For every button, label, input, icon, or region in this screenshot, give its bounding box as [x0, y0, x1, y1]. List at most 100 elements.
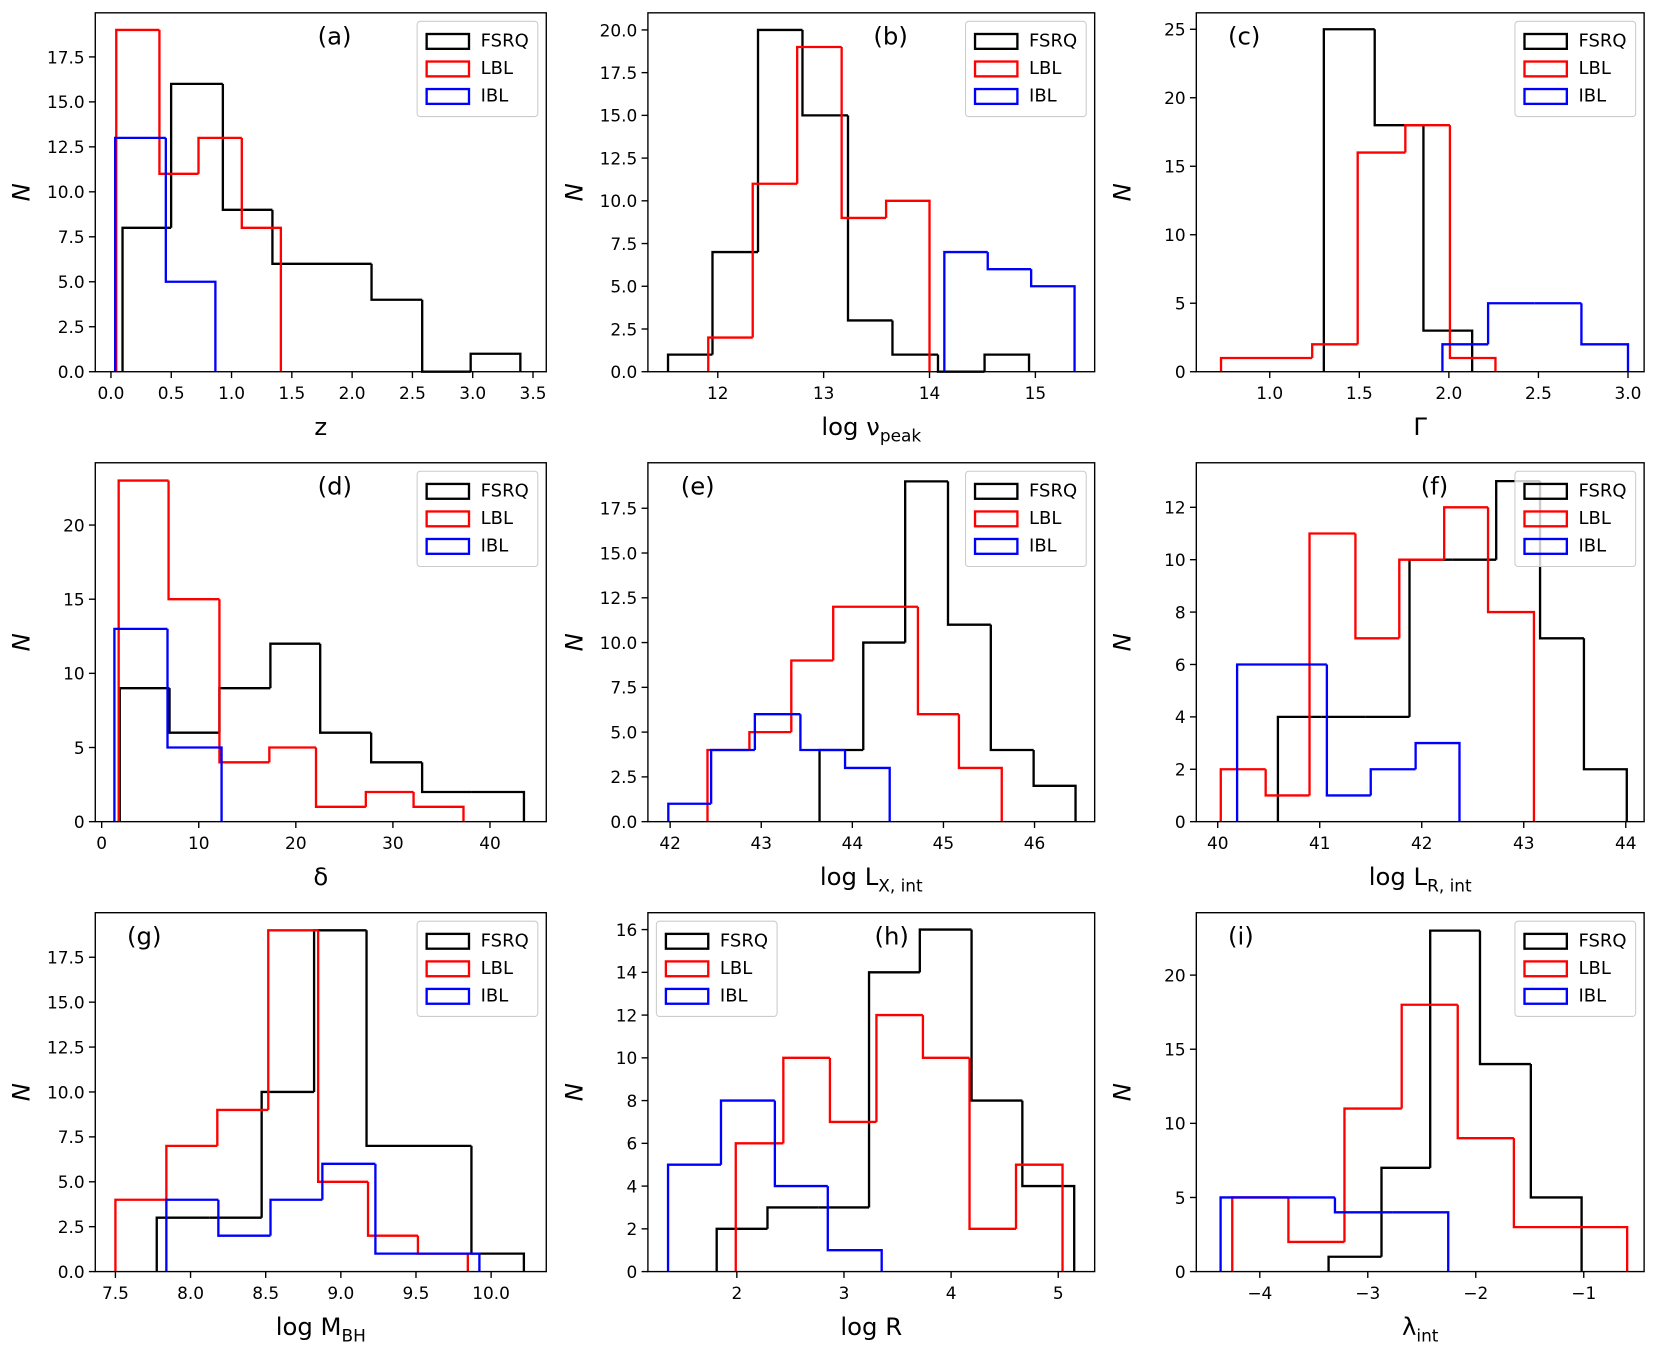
x-tick-label: 1.5 [278, 383, 305, 403]
histogram-step [1021, 1100, 1076, 1272]
y-axis-label: N [559, 1083, 588, 1101]
y-tick-label: 5 [1175, 1188, 1186, 1208]
x-tick-label: 5 [1053, 1283, 1064, 1303]
histogram-step [1373, 29, 1424, 127]
y-tick-label: 12.5 [600, 148, 638, 168]
y-tick-label: 2 [627, 1219, 638, 1239]
y-tick-label: 7.5 [58, 227, 85, 247]
x-tick-label: 3.5 [520, 383, 547, 403]
histogram-step [269, 642, 321, 689]
legend-label: IBL [481, 535, 509, 556]
x-tick-label: 0.5 [158, 383, 185, 403]
x-tick-label: 40 [479, 833, 501, 853]
histogram-step [1264, 769, 1310, 797]
x-tick-label: 8.0 [177, 1283, 204, 1303]
histogram-step [875, 1013, 923, 1122]
x-tick-label: 2.5 [1525, 383, 1552, 403]
histogram-step [706, 748, 750, 822]
histogram-step [1441, 343, 1489, 372]
histogram-step [365, 930, 419, 1148]
histogram-step [1322, 28, 1375, 372]
legend-swatch [664, 932, 710, 950]
legend-label: LBL [720, 958, 752, 979]
legend-label: IBL [1578, 85, 1606, 106]
y-tick-label: 12.5 [600, 588, 638, 608]
y-tick-label: 15.0 [47, 993, 85, 1013]
x-axis-label: λint [1402, 1312, 1439, 1345]
legend-swatch [664, 960, 710, 978]
y-tick-label: 0 [1175, 362, 1186, 382]
histogram-step [846, 115, 893, 322]
legend-swatch [425, 60, 471, 78]
x-tick-label: 42 [659, 833, 681, 853]
histogram-step [751, 182, 798, 338]
x-axis-label: log R [840, 1312, 902, 1341]
histogram-step [1369, 768, 1416, 796]
legend-label: LBL [481, 58, 513, 79]
histogram-step [867, 971, 920, 1208]
x-axis-label: log νpeak [821, 412, 921, 445]
x-tick-label: 4 [946, 1283, 957, 1303]
histogram-step [221, 83, 273, 211]
histogram-step [155, 1216, 210, 1272]
y-tick-label: 20 [63, 515, 85, 535]
y-tick-label: 2.5 [58, 1217, 85, 1237]
axes-frame [647, 462, 1096, 823]
x-axis-label: z [314, 412, 327, 441]
legend-swatch [425, 932, 471, 950]
x-tick-label: 0 [96, 833, 107, 853]
panel: 7.5 8.0 8.5 9.0 9.5 10.0 0.0 2.5 5.0 7.5 10.0 12.5 1… [7, 912, 547, 1345]
histogram-step [1235, 663, 1282, 822]
histogram-step [158, 29, 199, 175]
panel: 12 13 14 15 0.0 2.5 5.0 7.5 10.0 12.5 15.0 17.5 20.0… [559, 12, 1096, 446]
histogram-step [1414, 741, 1461, 822]
histogram-step [1478, 930, 1531, 1066]
axes-frame [94, 462, 547, 823]
x-tick-label: 12 [707, 383, 729, 403]
x-tick-label: 10 [188, 833, 210, 853]
histogram-step [943, 250, 988, 372]
panel: 1.0 1.5 2.0 2.5 3.0 0 5 10 15 20 25 (c) FSRQ LBL IBL Γ N [1108, 12, 1645, 441]
legend-box [416, 20, 539, 118]
y-tick-label: 4 [627, 1176, 638, 1196]
y-tick-label: 20.0 [600, 20, 638, 40]
histogram-step [1486, 507, 1536, 822]
x-tick-label: 10.0 [472, 1283, 510, 1303]
x-tick-label: 9.5 [403, 1283, 430, 1303]
histogram-step [983, 353, 1031, 372]
histogram-step [117, 479, 169, 822]
histogram-step [1512, 1138, 1571, 1229]
x-axis-label-sub: peak [880, 426, 922, 446]
y-axis-label: N [7, 183, 36, 201]
legend-label: FSRQ [481, 930, 529, 951]
x-tick-label: −4 [1247, 1283, 1272, 1303]
histogram-step [1408, 558, 1453, 717]
x-axis-label-main: Γ [1413, 412, 1427, 441]
axes-frame [1195, 12, 1645, 373]
legend-box [416, 470, 539, 568]
y-tick-label: 2.5 [610, 767, 637, 787]
legend-label: FSRQ [481, 480, 529, 501]
y-tick-label: 8 [627, 1091, 638, 1111]
panel: 42 43 44 45 46 0.0 2.5 5.0 7.5 10.0 12.5 15.0 17.5 (e… [559, 462, 1096, 896]
histogram-step [471, 790, 526, 822]
legend-box [1514, 470, 1637, 568]
histogram-step [916, 606, 959, 716]
histogram-step [719, 1099, 775, 1165]
histogram-step [113, 627, 168, 822]
histogram-step [1231, 1196, 1289, 1272]
legend-swatch [425, 987, 471, 1005]
x-axis-label-main: log L [820, 862, 879, 891]
legend-swatch [1523, 32, 1569, 50]
legend-label: IBL [481, 985, 509, 1006]
y-tick-label: 15.0 [47, 92, 85, 112]
y-tick-label: 7.5 [610, 678, 637, 698]
legend-box [964, 20, 1087, 118]
histogram-step [666, 1163, 721, 1272]
histogram-step [1404, 123, 1450, 153]
y-axis-label: N [559, 633, 588, 651]
y-tick-label: 10.0 [47, 1082, 85, 1102]
legend-swatch [1523, 87, 1569, 106]
y-tick-label: 17.5 [47, 948, 85, 968]
histogram-step [826, 1186, 883, 1272]
